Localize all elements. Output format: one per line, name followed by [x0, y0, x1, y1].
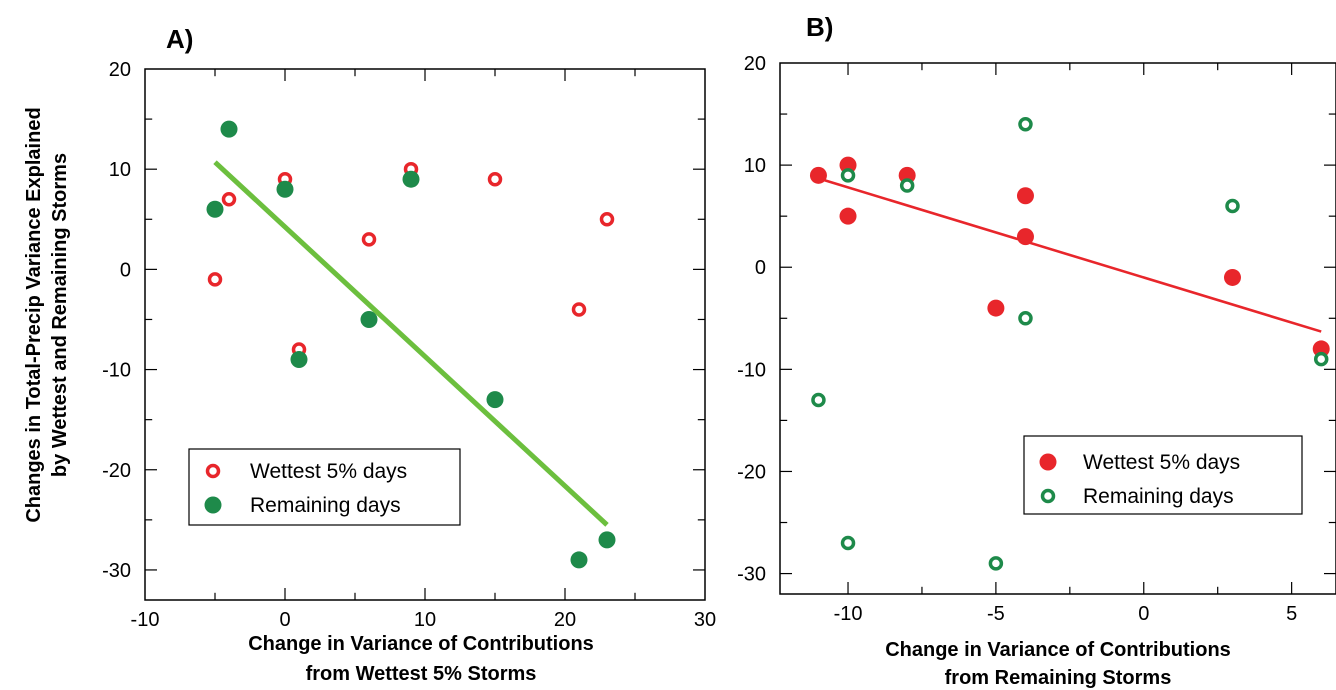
panel-a-legend-marker-wettest — [205, 463, 221, 479]
panel-b-point-remaining — [1018, 311, 1033, 326]
panel-b-x-axis-title-line2: from Remaining Storms — [945, 667, 1172, 689]
panel-b-point-remaining — [840, 168, 856, 183]
panel-b-y-tick-label: 20 — [744, 53, 766, 75]
panel-b-point-wettest — [1016, 228, 1034, 246]
panel-b-y-tick-label: -20 — [737, 461, 766, 483]
panel-b-point-remaining — [1313, 351, 1329, 367]
panel-a-legend-box — [188, 448, 461, 526]
panel-a: A) -10 0 10 20 30 -30 -20 -10 0 10 20 Wettest 5% d… — [102, 24, 716, 685]
panel-b-ticks: -10 -5 0 5 -30 -20 -10 0 10 20 — [737, 53, 1336, 625]
panel-a-x-tick-label: 10 — [414, 609, 436, 631]
panel-b-x-tick-label: 5 — [1286, 603, 1297, 625]
panel-b-point-remaining — [811, 392, 826, 408]
panel-b-point-remaining — [1018, 117, 1033, 132]
panel-a-point-wettest — [207, 272, 223, 287]
panel-b-point-wettest — [839, 156, 857, 174]
panel-a-y-tick-label: 20 — [109, 59, 131, 81]
panel-b-point-wettest — [1016, 187, 1034, 205]
panel-a-point-wettest — [361, 232, 377, 247]
panel-a-point-remaining — [598, 531, 616, 549]
panel-a-fit-line — [213, 160, 609, 527]
panel-a-y-tick-label: -20 — [102, 460, 131, 482]
panel-b-y-tick-label: -10 — [737, 359, 766, 381]
panel-b-point-wettest — [987, 299, 1005, 317]
panel-b-legend-label-remaining: Remaining days — [1083, 485, 1234, 508]
panel-b-marks — [809, 117, 1330, 571]
y-axis-title-line2: by Wettest and Remaining Storms — [49, 153, 71, 477]
panel-b-point-remaining — [899, 178, 915, 193]
panel-a-point-wettest — [571, 302, 587, 317]
panel-b-fit-line — [818, 177, 1322, 333]
panel-a-label: A) — [166, 24, 193, 54]
panel-a-point-remaining — [486, 391, 504, 409]
panel-b: B) -10 -5 0 5 -30 -20 -10 0 10 20 Wettest 5% days… — [737, 12, 1336, 689]
panel-b-legend-marker-remaining — [1040, 488, 1056, 504]
panel-a-point-wettest — [487, 171, 503, 187]
panel-a-point-remaining — [206, 200, 224, 218]
panel-a-legend-marker-remaining — [204, 496, 222, 514]
panel-b-legend-box — [1023, 435, 1303, 515]
panel-a-x-tick-label: 0 — [279, 609, 290, 631]
panel-a-point-remaining — [220, 120, 238, 138]
panel-b-legend: Wettest 5% days Remaining days — [1023, 435, 1303, 515]
panel-b-y-tick-label: 10 — [744, 155, 766, 177]
panel-b-legend-label-wettest: Wettest 5% days — [1083, 451, 1240, 474]
panel-b-x-tick-label: 0 — [1138, 603, 1149, 625]
panel-a-point-wettest — [599, 212, 615, 227]
panel-b-point-remaining — [840, 535, 856, 551]
panel-b-x-axis-title-line1: Change in Variance of Contributions — [885, 639, 1231, 661]
panel-b-point-wettest — [1312, 340, 1330, 358]
panel-a-point-remaining — [290, 351, 308, 369]
panel-b-y-tick-label: -30 — [737, 564, 766, 586]
panel-a-legend-label-wettest: Wettest 5% days — [250, 460, 407, 483]
panel-a-point-wettest — [221, 191, 237, 207]
panel-a-y-tick-label: 10 — [109, 159, 131, 181]
panel-a-point-remaining — [360, 310, 378, 328]
panel-b-legend-marker-wettest — [1039, 453, 1057, 471]
panel-b-point-remaining — [1225, 198, 1240, 214]
panel-b-point-remaining — [988, 556, 1004, 571]
panel-a-y-tick-label: 0 — [120, 259, 131, 281]
panel-b-y-tick-label: 0 — [755, 257, 766, 279]
panel-a-ticks: -10 0 10 20 30 -30 -20 -10 0 10 20 — [102, 59, 716, 631]
panel-b-point-wettest — [839, 207, 857, 225]
panel-a-y-tick-label: -10 — [102, 360, 131, 382]
panel-a-legend-label-remaining: Remaining days — [250, 494, 401, 517]
panel-a-x-tick-label: -10 — [131, 609, 160, 631]
panel-b-point-wettest — [809, 166, 827, 184]
panel-a-x-tick-label: 20 — [554, 609, 576, 631]
panel-a-legend: Wettest 5% days Remaining days — [188, 448, 461, 526]
panel-a-point-remaining — [276, 180, 294, 198]
panel-a-x-axis-title-line1: Change in Variance of Contributions — [248, 633, 594, 655]
panel-b-x-tick-label: -10 — [834, 603, 863, 625]
panel-b-plot-frame — [779, 62, 1336, 595]
panel-a-point-remaining — [570, 551, 588, 569]
panel-a-x-axis-title-line2: from Wettest 5% Storms — [306, 663, 537, 685]
panel-a-x-tick-label: 30 — [694, 609, 716, 631]
panel-b-x-tick-label: -5 — [987, 603, 1005, 625]
panel-b-point-wettest — [1223, 268, 1241, 286]
panel-b-label: B) — [806, 12, 833, 42]
y-axis-title-line1: Changes in Total-Precip Variance Explain… — [23, 107, 45, 522]
panel-a-marks — [206, 120, 616, 569]
panel-a-point-remaining — [402, 170, 420, 188]
panel-b-point-wettest — [898, 166, 916, 184]
panel-a-y-tick-label: -30 — [102, 560, 131, 582]
